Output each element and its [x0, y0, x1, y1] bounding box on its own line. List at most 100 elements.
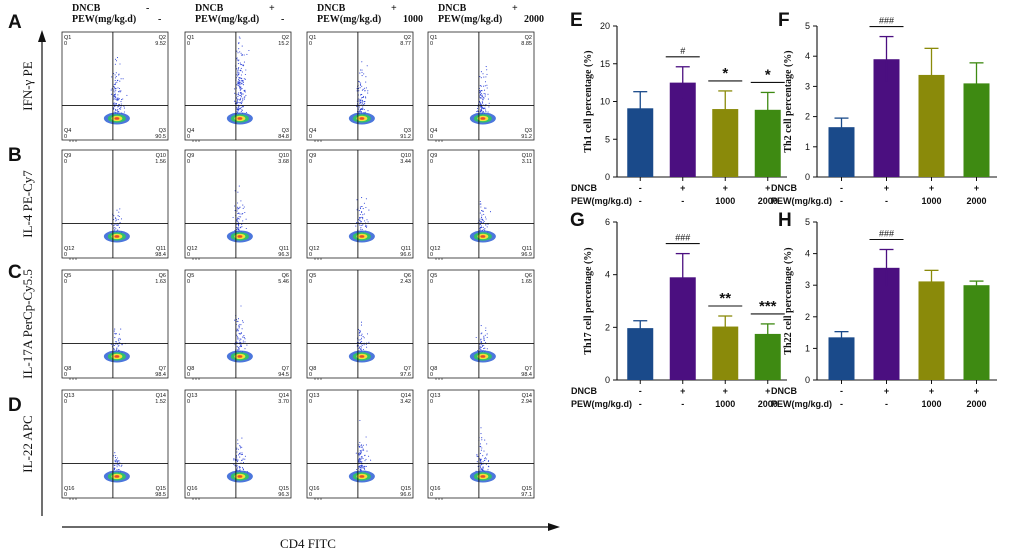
flow-event-dot	[238, 81, 241, 83]
flow-event-dot	[241, 83, 243, 85]
condition-dncb-value: +	[723, 183, 728, 193]
flow-event-dot	[240, 101, 243, 103]
flow-event-dot	[238, 77, 240, 79]
quadrant-value-ur: 3.70	[278, 399, 289, 405]
flow-x-axis-label: CD4 FITC	[280, 536, 336, 551]
flow-event-dot	[237, 63, 239, 65]
flow-event-dot	[117, 109, 119, 111]
flow-event-dot	[120, 107, 122, 109]
flow-event-dot	[236, 334, 238, 336]
flow-event-dot	[244, 455, 246, 457]
flow-event-dot	[242, 97, 244, 99]
flow-event-dot	[118, 111, 120, 113]
flow-event-dot	[487, 93, 489, 95]
flow-event-dot	[359, 453, 361, 455]
flow-event-dot	[239, 338, 241, 340]
flow-event-dot	[361, 466, 363, 468]
header-dncb-value: -	[146, 3, 149, 14]
flow-event-dot	[362, 106, 364, 108]
flow-event-dot	[479, 443, 482, 445]
flow-event-dot	[238, 79, 240, 81]
flow-event-dot	[239, 86, 241, 89]
y-tick-label: 0	[805, 172, 810, 182]
flow-event-dot	[241, 437, 243, 439]
flow-event-dot	[363, 467, 365, 469]
flow-event-dot	[114, 74, 116, 76]
flow-density-peak	[114, 355, 120, 358]
flow-event-dot	[114, 461, 117, 463]
flow-event-dot	[234, 465, 236, 467]
quadrant-name-ul: Q5	[309, 273, 316, 279]
flow-event-dot	[366, 219, 368, 221]
quadrant-value-lr: 96.3	[278, 492, 289, 498]
flow-event-dot	[234, 319, 236, 321]
flow-event-dot	[116, 347, 118, 349]
flow-event-dot	[118, 469, 120, 471]
flow-event-dot	[237, 202, 239, 204]
condition-dncb-value: +	[974, 183, 979, 193]
flow-event-dot	[481, 345, 484, 347]
flow-event-dot	[361, 103, 363, 105]
flow-event-dot	[116, 466, 118, 468]
flow-event-dot	[361, 228, 363, 230]
flow-event-dot	[236, 57, 238, 59]
flow-event-dot	[120, 78, 122, 80]
flow-event-dot	[485, 341, 487, 344]
flow-event-dot	[236, 461, 239, 463]
flow-event-dot	[477, 110, 479, 112]
condition-pew-value: -	[885, 196, 888, 206]
flow-event-dot	[359, 467, 362, 469]
y-tick-label: 4	[805, 51, 810, 61]
flow-event-dot	[238, 212, 240, 214]
flow-event-dot	[236, 223, 238, 225]
flow-event-dot	[241, 54, 244, 56]
significance-marker: *	[722, 65, 728, 82]
flow-event-dot	[240, 107, 242, 109]
flow-event-dot	[237, 330, 239, 332]
flow-event-dot	[242, 80, 244, 82]
flow-event-dot	[110, 89, 112, 91]
flow-event-dot	[238, 453, 241, 455]
quadrant-value-ul: 0	[309, 41, 312, 47]
flow-event-dot	[118, 108, 121, 110]
flow-event-dot	[479, 345, 481, 347]
flow-event-dot	[236, 464, 238, 466]
quadrant-name-lr: Q7	[404, 366, 411, 372]
flow-event-dot	[484, 85, 486, 87]
flow-event-dot	[236, 468, 238, 470]
quadrant-name-ll: Q16	[64, 486, 74, 492]
flow-event-dot	[480, 460, 482, 462]
flow-event-dot	[117, 87, 119, 89]
quadrant-name-ur: Q14	[279, 393, 289, 399]
flow-event-dot	[481, 101, 483, 103]
flow-event-dot	[119, 208, 121, 210]
quadrant-name-ur: Q2	[159, 35, 166, 41]
flow-event-dot	[237, 338, 239, 340]
flow-event-dot	[485, 463, 487, 465]
quadrant-value-ul: 0	[64, 399, 67, 405]
flow-event-dot	[477, 349, 479, 352]
flow-event-dot	[242, 84, 245, 86]
quadrant-name-ur: Q6	[404, 273, 411, 279]
flow-event-dot	[360, 451, 362, 453]
flow-event-dot	[481, 467, 483, 469]
flow-event-dot	[236, 210, 238, 212]
flow-event-dot	[118, 465, 120, 467]
flow-event-dot	[483, 97, 485, 99]
flow-event-dot	[241, 328, 243, 330]
flow-event-dot	[237, 84, 239, 86]
flow-event-dot	[121, 99, 123, 101]
flow-event-dot	[237, 221, 239, 223]
flow-event-dot	[118, 340, 120, 342]
flow-event-dot	[240, 67, 242, 69]
flow-event-dot	[359, 446, 361, 448]
flow-event-dot	[115, 459, 117, 461]
flow-event-dot	[365, 97, 367, 99]
flow-event-dot	[242, 81, 244, 83]
quadrant-value-ur: 15.2	[278, 41, 289, 47]
flow-event-dot	[365, 87, 367, 89]
header-dncb-label: DNCB	[195, 3, 224, 14]
